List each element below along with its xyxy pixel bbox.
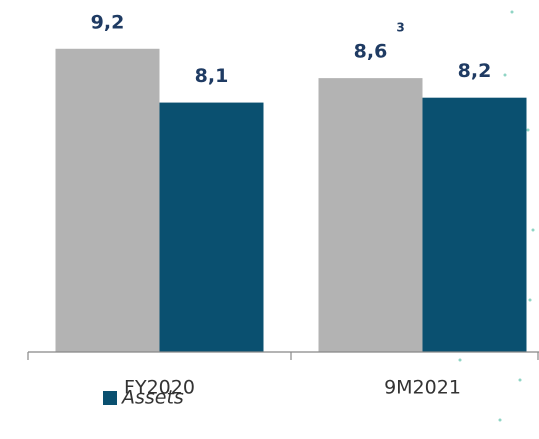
- legend-label: Assets: [120, 387, 184, 409]
- footnote: 3: [396, 21, 404, 35]
- bar: [159, 102, 264, 352]
- bar: [422, 97, 527, 352]
- value-label: 8,1: [195, 65, 229, 87]
- x-tick-label: FY2020: [124, 377, 195, 399]
- legend-swatch: [103, 391, 117, 405]
- value-label: 8,6: [354, 41, 388, 63]
- bar: [318, 78, 423, 352]
- value-label: 9,2: [91, 11, 125, 33]
- x-tick-label: 9M2021: [384, 377, 461, 399]
- value-label: 8,2: [458, 60, 492, 82]
- bar: [55, 48, 160, 352]
- decoration: [458, 10, 535, 422]
